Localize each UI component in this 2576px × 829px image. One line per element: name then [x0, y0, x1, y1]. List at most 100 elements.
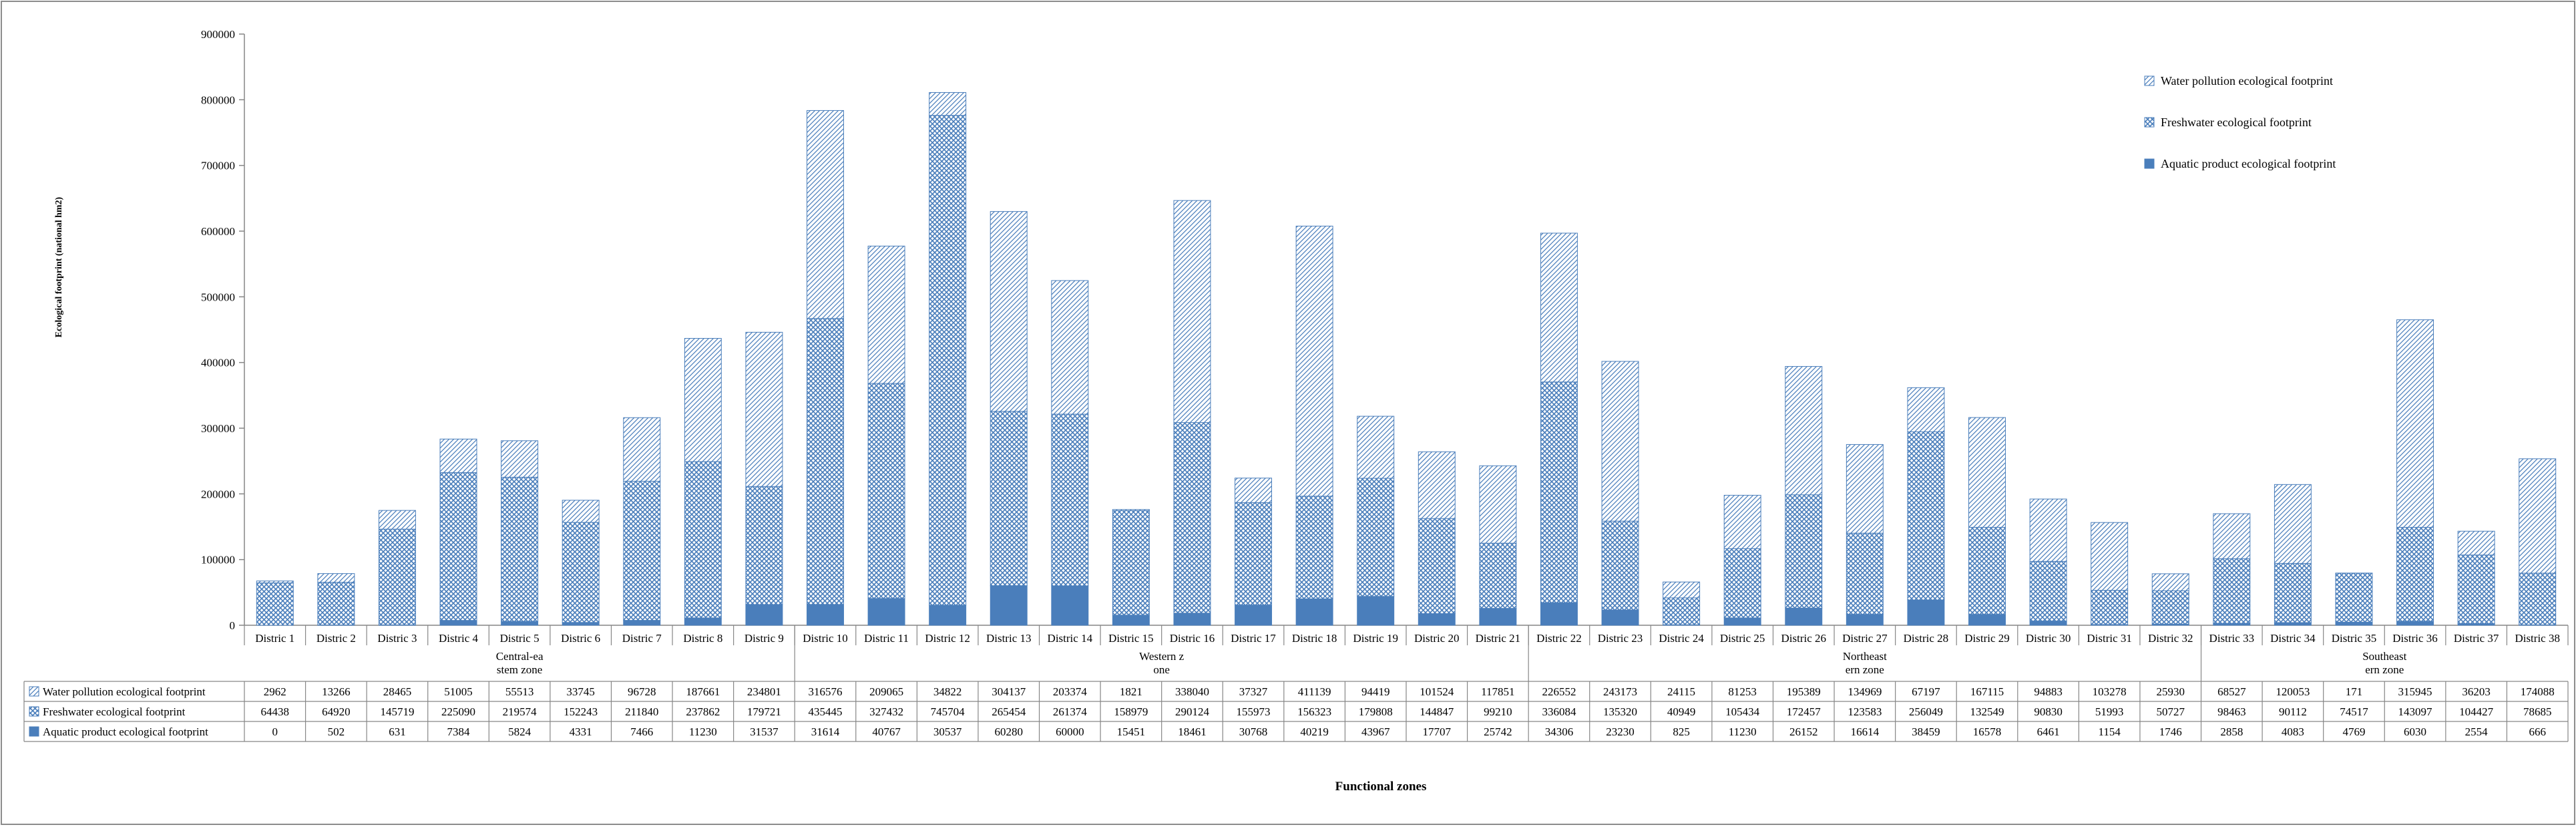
table-value: 152243 — [564, 705, 598, 718]
legend-key — [2145, 159, 2154, 168]
bar-segment — [1235, 502, 1272, 605]
table-value: 98463 — [2217, 705, 2246, 718]
table-value: 37327 — [1239, 685, 1268, 698]
bar-segment — [1296, 226, 1333, 496]
table-value: 1821 — [1120, 685, 1142, 698]
bar-segment — [1112, 615, 1149, 625]
table-value: 435445 — [809, 705, 843, 718]
bar-segment — [1908, 387, 1944, 432]
bar-segment — [1296, 496, 1333, 599]
table-value: 0 — [272, 725, 278, 738]
table-value: 261374 — [1053, 705, 1088, 718]
table-legend-key — [29, 687, 39, 696]
table-value: 225090 — [441, 705, 475, 718]
table-value: 2962 — [264, 685, 286, 698]
category-label: Distric 22 — [1536, 632, 1582, 645]
table-value: 50727 — [2156, 705, 2185, 718]
bar-segment — [379, 510, 415, 529]
bar-segment — [1785, 495, 1822, 609]
category-label: Distric 25 — [1720, 632, 1765, 645]
table-series-name: Freshwater ecological footprint — [43, 705, 186, 718]
table-value: 99210 — [1484, 705, 1512, 718]
table-value: 123583 — [1848, 705, 1882, 718]
bar-segment — [1174, 200, 1211, 422]
table-value: 134969 — [1848, 685, 1882, 698]
y-tick-label: 0 — [230, 619, 236, 632]
bar-segment — [379, 529, 415, 625]
table-value: 101524 — [1420, 685, 1454, 698]
bar-segment — [2397, 621, 2434, 625]
bar-segment — [1235, 478, 1272, 503]
bar-segment — [1480, 609, 1516, 625]
bar-segment — [1357, 416, 1394, 478]
category-label: Distric 34 — [2270, 632, 2316, 645]
bar-segment — [2519, 459, 2556, 573]
bar-segment — [2274, 623, 2311, 625]
category-label: Distric 8 — [683, 632, 722, 645]
category-label: Distric 9 — [744, 632, 784, 645]
table-value: 25930 — [2156, 685, 2185, 698]
bar-segment — [1785, 367, 1822, 495]
bar-segment — [562, 623, 599, 625]
bar-segment — [1112, 510, 1149, 615]
table-value: 40949 — [1667, 705, 1696, 718]
table-value: 51005 — [444, 685, 473, 698]
table-legend-key — [29, 707, 39, 716]
bar-segment — [2336, 573, 2372, 622]
bar-segment — [440, 472, 477, 620]
bar-segment — [2519, 573, 2556, 625]
bar-segment — [1480, 466, 1516, 543]
bar-segment — [1112, 510, 1149, 511]
bar-segment — [501, 477, 538, 621]
legend-key — [2145, 118, 2154, 127]
table-value: 43967 — [1361, 725, 1390, 738]
category-label: Distric 37 — [2454, 632, 2499, 645]
bar-segment — [2336, 622, 2372, 625]
table-value: 78685 — [2523, 705, 2552, 718]
bar-segment — [684, 339, 721, 462]
group-label: one — [1153, 663, 1170, 676]
category-label: Distric 36 — [2392, 632, 2438, 645]
bar-segment — [256, 583, 293, 625]
table-value: 6030 — [2404, 725, 2426, 738]
table-value: 16578 — [1973, 725, 2002, 738]
bar-segment — [624, 418, 660, 481]
table-value: 315945 — [2398, 685, 2432, 698]
bar-segment — [2091, 591, 2128, 625]
bar-segment — [501, 621, 538, 625]
group-label: Western z — [1139, 650, 1185, 663]
bar-segment — [1418, 614, 1455, 625]
table-value: 60280 — [994, 725, 1023, 738]
y-tick-label: 700000 — [201, 160, 235, 172]
bar-segment — [990, 586, 1027, 625]
table-value: 67197 — [1912, 685, 1940, 698]
table-value: 143097 — [2398, 705, 2433, 718]
category-label: Distric 1 — [255, 632, 294, 645]
table-value: 40767 — [872, 725, 901, 738]
bar-segment — [2274, 563, 2311, 623]
table-value: 4083 — [2282, 725, 2304, 738]
category-label: Distric 23 — [1598, 632, 1643, 645]
table-value: 120053 — [2276, 685, 2310, 698]
table-value: 135320 — [1603, 705, 1637, 718]
table-value: 31537 — [750, 725, 779, 738]
category-label: Distric 14 — [1048, 632, 1093, 645]
group-label: stem zone — [497, 663, 542, 676]
table-value: 265454 — [992, 705, 1026, 718]
y-tick-label: 800000 — [201, 94, 235, 106]
table-value: 174088 — [2521, 685, 2555, 698]
y-tick-label: 200000 — [201, 488, 235, 500]
table-value: 179721 — [747, 705, 781, 718]
table-value: 1746 — [2159, 725, 2182, 738]
table-series-name: Water pollution ecological footprint — [43, 685, 206, 698]
bar-segment — [868, 246, 905, 383]
group-label: Central-ea — [496, 650, 544, 663]
bar-segment — [1052, 586, 1088, 625]
table-value: 336084 — [1542, 705, 1576, 718]
table-value: 132549 — [1970, 705, 2004, 718]
bar-segment — [2213, 558, 2250, 623]
bar-segment — [1296, 599, 1333, 625]
bar-segment — [2152, 574, 2189, 591]
bar-segment — [1846, 615, 1883, 625]
bar-segment — [1724, 548, 1761, 618]
